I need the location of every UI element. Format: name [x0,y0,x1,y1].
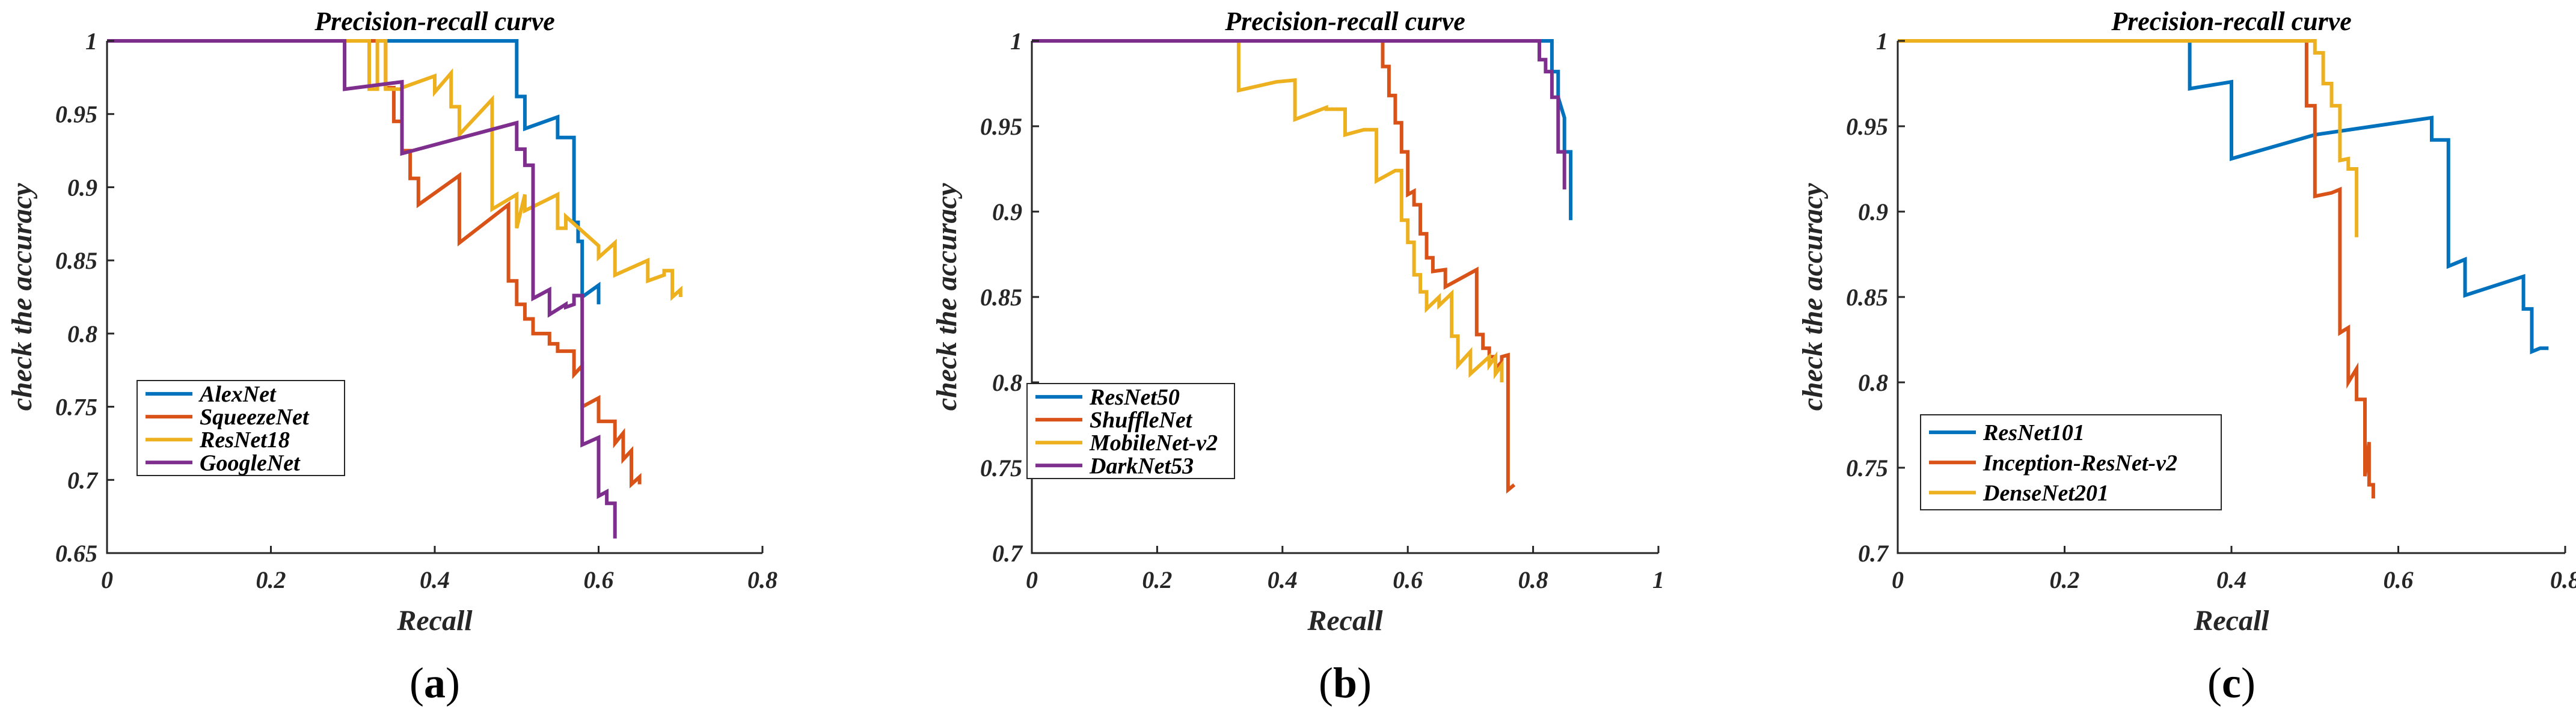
panel-caption: (a) [409,659,460,707]
legend-label: Inception-ResNet-v2 [1983,450,2177,476]
y-tick-label: 0.8 [67,320,97,347]
caption-open-paren: ( [1319,659,1333,707]
legend-box [136,380,345,476]
caption-close-paren: ) [1357,659,1372,707]
legend-label: ResNet101 [1983,420,2085,445]
x-tick-label: 0.4 [1268,566,1298,593]
y-tick-label: 0.9 [1858,198,1888,225]
x-tick-label: 0.6 [2384,566,2414,593]
panel-c: 0 0.2 0.4 0.6 0.8 0.7 0.75 0.8 0.85 0.9 0.95 1 Preci… [1717,0,2576,719]
y-tick-label: 0.8 [992,369,1022,396]
pr-chart: 0 0.2 0.4 0.6 0.8 0.7 0.75 0.8 0.85 0.9 0.95 1 Preci… [1797,7,2576,707]
y-tick-label: 0.7 [1858,540,1889,567]
panel-caption: (c) [2207,659,2256,707]
x-tick-label: 0 [101,566,113,593]
chart-title: Precision-recall curve [1224,7,1465,36]
legend-label: SqueezeNet [200,405,310,430]
pr-chart: 0 0.2 0.4 0.6 0.8 0.65 0.7 0.75 0.8 0.85 0.9 0.95 1 P… [6,7,777,707]
x-tick-label: 0.6 [584,566,614,593]
x-tick-label: 0.8 [2550,566,2576,593]
caption-close-paren: ) [446,659,460,707]
y-tick-label: 1 [1010,28,1022,55]
caption-close-paren: ) [2241,659,2256,707]
series-line-resnet50 [1032,39,1573,221]
legend-label: ShuffleNet [1090,408,1193,433]
y-tick-label: 0.9 [67,174,97,201]
x-tick-label: 0 [1892,566,1904,593]
y-tick-label: 0.95 [1846,113,1888,140]
x-tick-label: 0.8 [1518,566,1548,593]
series-line-densenet201 [1898,39,2359,237]
x-tick-label: 0.6 [1393,566,1423,593]
x-tick-label: 0.4 [420,566,450,593]
y-tick-label: 0.9 [992,198,1022,225]
x-tick-label: 1 [1652,566,1664,593]
series-line-squeezenet [107,39,642,489]
panel-b: 0 0.2 0.4 0.6 0.8 1 0.7 0.75 0.8 0.85 0.9 0.95 1 Prec… [859,0,1717,719]
y-tick-label: 0.8 [1858,369,1888,396]
caption-letter: a [424,659,446,707]
y-tick-label: 0.65 [55,540,97,567]
series-line-darknet53 [1032,39,1566,190]
chart-title: Precision-recall curve [314,7,555,36]
series-line-mobilenet-v2 [1032,39,1504,382]
y-tick-label: 0.75 [1846,454,1888,482]
caption-letter: c [2222,659,2241,707]
y-axis-label: check the accuracy [6,183,38,411]
panel-caption: (b) [1319,659,1372,707]
caption-letter: b [1333,659,1357,707]
caption-open-paren: ( [2207,659,2222,707]
y-tick-label: 0.85 [980,284,1022,311]
caption-open-paren: ( [409,659,424,707]
x-tick-label: 0 [1026,566,1038,593]
legend-label: ResNet18 [199,427,290,453]
y-axis-label: check the accuracy [931,183,963,411]
series-line-googlenet [107,39,617,539]
pr-chart: 0 0.2 0.4 0.6 0.8 1 0.7 0.75 0.8 0.85 0.9 0.95 1 Prec… [931,7,1664,707]
y-tick-label: 0.75 [55,394,97,421]
series-line-alexnet [107,39,601,305]
x-tick-label: 0.4 [2216,566,2246,593]
y-tick-label: 1 [85,28,97,55]
x-tick-label: 0.2 [2050,566,2080,593]
legend-label: MobileNet-v2 [1089,430,1218,456]
series-line-resnet101 [1898,39,2549,355]
axes-frame [106,41,762,554]
y-axis-label: check the accuracy [1797,183,1829,411]
y-tick-label: 0.85 [1846,284,1888,311]
y-tick-label: 0.7 [992,540,1023,567]
x-axis-label: Recall [396,605,473,637]
x-tick-label: 0.8 [747,566,777,593]
series-line-resnet18 [107,39,682,301]
x-axis-label: Recall [1307,605,1383,637]
y-tick-label: 0.7 [67,467,99,494]
x-tick-label: 0.2 [256,566,286,593]
legend-label: DenseNet201 [1983,480,2109,506]
x-tick-label: 0.2 [1142,566,1172,593]
x-axis-label: Recall [2193,605,2269,637]
legend-label: ResNet50 [1089,385,1180,410]
series-line-inception-resnet-v2 [1898,39,2375,499]
chart-title: Precision-recall curve [2111,7,2352,36]
panel-a: 0 0.2 0.4 0.6 0.8 0.65 0.7 0.75 0.8 0.85 0.9 0.95 1 P… [0,0,859,719]
legend-label: GoogleNet [200,450,301,476]
y-tick-label: 0.95 [55,101,97,128]
y-tick-label: 1 [1876,28,1888,55]
y-tick-label: 0.75 [980,454,1022,482]
y-tick-label: 0.95 [980,113,1022,140]
legend-label: DarkNet53 [1089,453,1194,479]
y-tick-label: 0.85 [55,247,97,274]
legend-box [1026,383,1235,479]
legend-label: AlexNet [198,382,277,407]
